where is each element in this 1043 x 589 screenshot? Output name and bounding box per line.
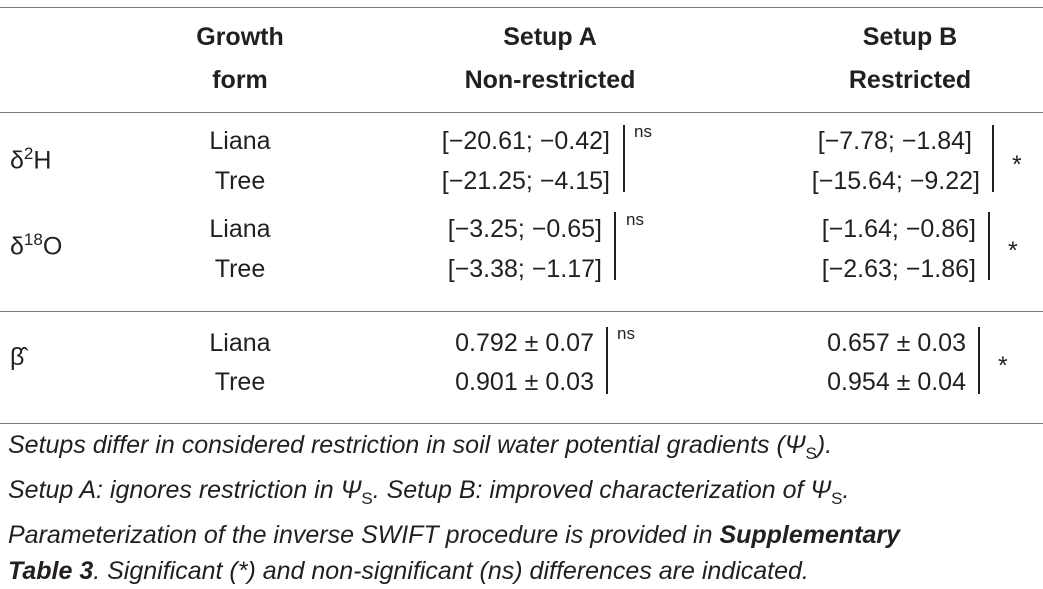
setup-b-liana: 0.657 ± 0.03 (827, 329, 966, 357)
setup-a-significance: ns (617, 324, 635, 343)
setup-b-significance: * (1012, 151, 1022, 179)
header-growth-form: Growth form (196, 23, 284, 94)
header-setup-b: Setup B Restricted (848, 23, 972, 94)
setup-a-bracket (623, 125, 625, 192)
setup-b-bracket (978, 327, 980, 394)
setup-a-bracket (614, 212, 616, 280)
caption-line-4: Table 3. Significant (*) and non-signifi… (8, 557, 809, 585)
setup-b-tree: [−2.63; −1.86] (821, 255, 976, 283)
param-d2h: δ2H (10, 144, 52, 175)
caption-line-1: Setups differ in considered restriction … (8, 431, 833, 463)
top-rule (0, 7, 1043, 8)
setup-a-tree: 0.901 ± 0.03 (455, 368, 594, 396)
supplementary-link[interactable]: Supplementary (719, 521, 901, 549)
setup-b-significance: * (1008, 237, 1018, 265)
table-3-link[interactable]: Table 3 (8, 557, 94, 585)
growth-form-tree: Tree (214, 368, 266, 396)
setup-a-significance: ns (626, 210, 644, 229)
caption-line-2: Setup A: ignores restriction in ΨS. Setu… (8, 476, 850, 508)
setup-a-tree: [−3.38; −1.17] (447, 255, 602, 283)
setup-b-bracket (992, 125, 994, 192)
growth-form-liana: Liana (209, 215, 271, 243)
caption-line-3: Parameterization of the inverse SWIFT pr… (8, 521, 901, 549)
header-setup-a: Setup A Non-restricted (464, 23, 636, 94)
setup-b-bracket (988, 212, 990, 280)
setup-a-liana: [−20.61; −0.42] (441, 127, 610, 155)
param-beta-hat: β̂ (10, 343, 25, 371)
growth-form-liana: Liana (209, 329, 271, 357)
growth-form-tree: Tree (214, 255, 266, 283)
setup-b-tree: [−15.64; −9.22] (811, 167, 980, 195)
table-caption: Setups differ in considered restriction … (8, 427, 1035, 589)
growth-form-tree: Tree (214, 167, 266, 195)
setup-b-significance: * (998, 352, 1008, 380)
bottom-rule (0, 423, 1043, 424)
header-rule (0, 112, 1043, 113)
setup-a-liana: [−3.25; −0.65] (447, 215, 602, 243)
setup-a-significance: ns (634, 122, 652, 141)
setup-a-bracket (606, 327, 608, 394)
growth-form-liana: Liana (209, 127, 271, 155)
setup-b-liana: [−7.78; −1.84] (817, 127, 972, 155)
setup-b-tree: 0.954 ± 0.04 (827, 368, 966, 396)
beta-rule (0, 311, 1043, 312)
setup-a-tree: [−21.25; −4.15] (441, 167, 610, 195)
setup-a-liana: 0.792 ± 0.07 (455, 329, 594, 357)
setup-b-liana: [−1.64; −0.86] (821, 215, 976, 243)
param-d18o: δ18O (10, 230, 63, 261)
